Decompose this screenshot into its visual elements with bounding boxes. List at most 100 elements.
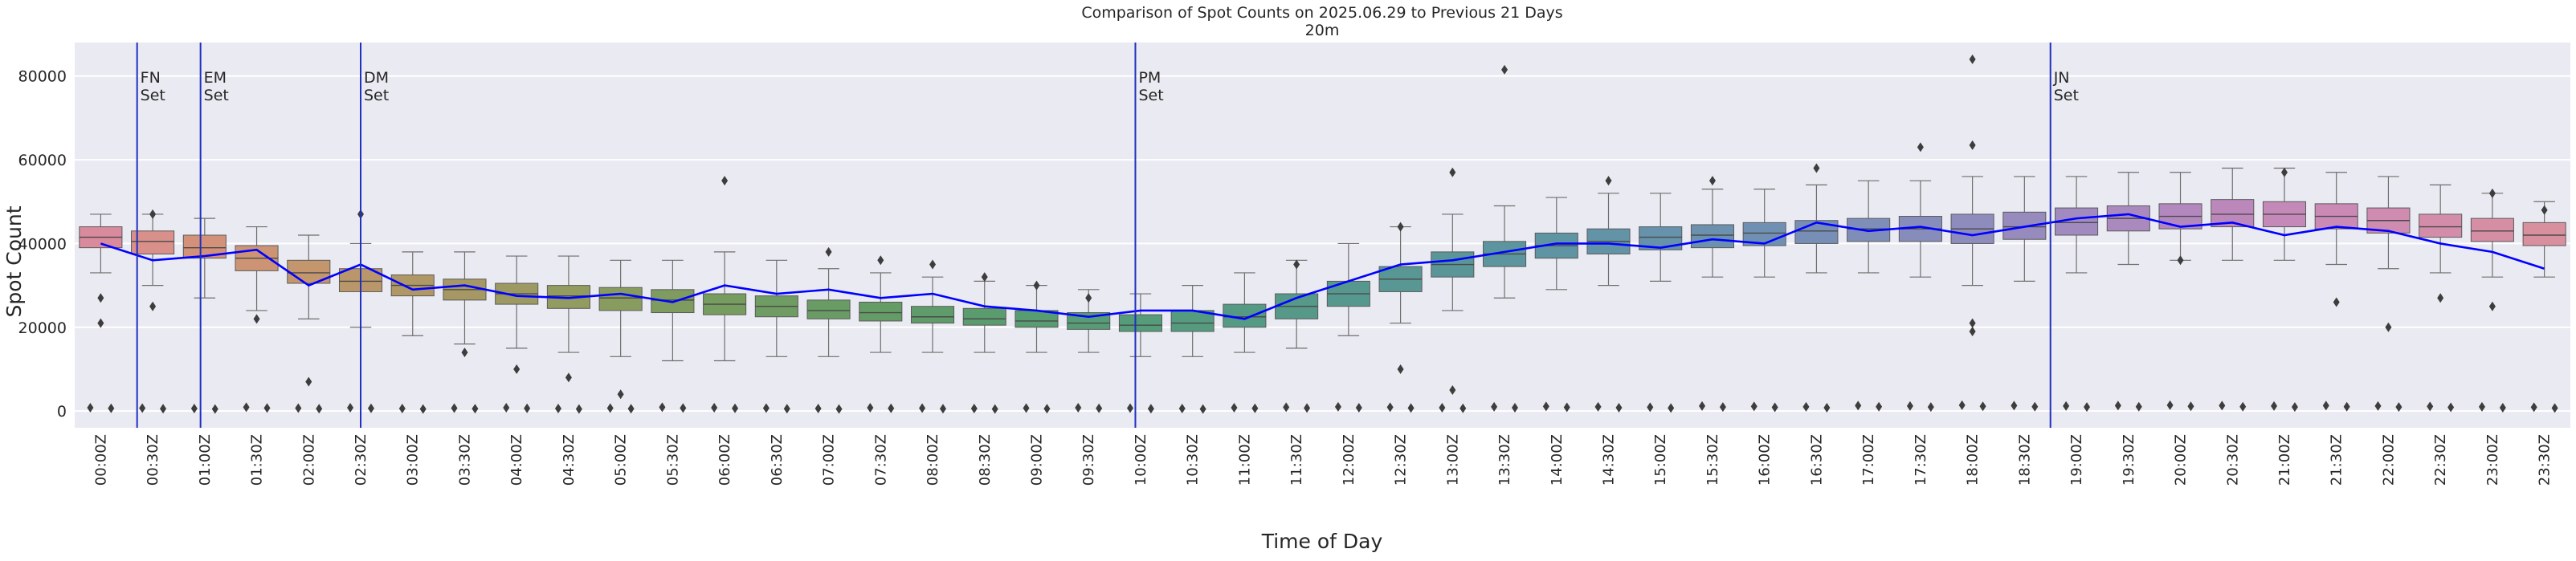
outlier-low (1594, 401, 1602, 412)
outlier-low (2239, 401, 2247, 412)
box (2419, 213, 2463, 238)
outlier-high (305, 376, 312, 387)
y-tick-label: 60000 (18, 152, 67, 169)
outlier-high (461, 348, 468, 358)
outlier-low (1355, 402, 1362, 413)
outlier-low (1958, 400, 1966, 410)
outlier-low (711, 402, 718, 413)
outlier-low (1615, 402, 1623, 413)
outlier-high (565, 372, 572, 383)
x-tick-label: 14:00Z (1549, 434, 1566, 486)
outlier-low (1668, 403, 1675, 413)
event-label: EM (204, 69, 227, 87)
outlier-low (2135, 401, 2142, 412)
box (962, 307, 1006, 326)
outlier-high (2488, 188, 2496, 198)
outlier-high (1708, 176, 1716, 186)
x-tick-label: 07:00Z (821, 434, 838, 486)
y-tick-label: 20000 (18, 319, 67, 337)
outlier-high (1449, 385, 1456, 396)
outlier-low (1043, 404, 1051, 414)
box (910, 306, 955, 324)
outlier-low (2343, 401, 2350, 412)
outlier-high (721, 176, 729, 186)
x-tick-label: 05:30Z (664, 434, 681, 486)
outlier-low (2551, 403, 2558, 413)
x-tick-label: 06:00Z (716, 434, 733, 486)
outlier-low (1199, 404, 1206, 414)
outlier-high (1293, 259, 1300, 270)
outlier-low (1750, 401, 1757, 412)
outlier-low (1906, 400, 1913, 411)
outlier-low (2031, 401, 2039, 412)
outlier-high (2385, 322, 2392, 332)
x-tick-label: 05:00Z (613, 434, 630, 486)
outlier-low (1127, 403, 1134, 413)
x-tick-label: 23:30Z (2537, 434, 2554, 486)
outlier-low (2011, 400, 2018, 411)
outlier-low (1699, 400, 1706, 411)
event-label: Set (204, 87, 229, 104)
outlier-high (825, 246, 832, 257)
outlier-low (451, 403, 458, 413)
outlier-high (617, 389, 624, 400)
outlier-low (888, 403, 895, 413)
outlier-high (2333, 297, 2340, 307)
x-tick-label: 16:30Z (1808, 434, 1825, 486)
outlier-low (2114, 400, 2121, 411)
outlier-high (1397, 222, 1404, 232)
box (131, 230, 175, 254)
outlier-low (2291, 402, 2298, 413)
x-tick-label: 19:00Z (2068, 434, 2085, 486)
outlier-low (1979, 401, 1986, 412)
outlier-low (2187, 401, 2194, 412)
outlier-low (190, 404, 198, 413)
outlier-low (2219, 400, 2226, 411)
y-tick-label: 40000 (18, 235, 67, 253)
outlier-high (149, 209, 157, 219)
event-label: JN (2053, 69, 2070, 87)
x-tick-label: 19:30Z (2121, 434, 2137, 486)
x-tick-label: 01:30Z (249, 434, 266, 486)
x-tick-label: 06:30Z (769, 434, 786, 486)
x-tick-label: 00:00Z (92, 434, 109, 486)
outlier-low (2063, 400, 2070, 411)
x-tick-label: 20:30Z (2224, 434, 2241, 486)
x-tick-label: 01:00Z (197, 434, 214, 486)
x-tick-label: 02:00Z (300, 434, 317, 486)
outlier-low (211, 404, 218, 414)
outlier-low (606, 403, 614, 413)
x-tick-label: 22:30Z (2432, 434, 2449, 486)
outlier-low (2499, 402, 2506, 413)
outlier-low (139, 403, 146, 413)
box (859, 301, 903, 322)
outlier-high (929, 259, 937, 270)
x-tick-label: 11:00Z (1236, 434, 1253, 486)
x-tick-label: 10:00Z (1133, 434, 1149, 486)
outlier-low (1439, 402, 1446, 413)
x-tick-label: 09:30Z (1080, 434, 1097, 486)
x-tick-label: 08:00Z (925, 434, 941, 486)
outlier-high (1397, 364, 1404, 374)
event-label: FN (141, 69, 161, 87)
outlier-low (1386, 402, 1394, 413)
outlier-low (243, 402, 250, 413)
outlier-low (991, 404, 998, 414)
outlier-low (347, 402, 354, 413)
outlier-low (1719, 402, 1726, 413)
y-tick-label: 80000 (18, 68, 67, 86)
outlier-low (524, 403, 531, 413)
outlier-low (1511, 402, 1518, 413)
x-tick-label: 17:30Z (1913, 434, 1929, 486)
outlier-high (513, 364, 521, 374)
outlier-high (2177, 255, 2184, 266)
event-label: Set (364, 87, 389, 104)
outlier-low (2478, 401, 2485, 412)
outlier-high (97, 318, 104, 328)
outlier-low (919, 403, 926, 413)
outlier-low (1251, 403, 1259, 413)
x-tick-label: 20:00Z (2173, 434, 2190, 486)
box (1118, 314, 1162, 332)
outlier-low (108, 403, 115, 413)
